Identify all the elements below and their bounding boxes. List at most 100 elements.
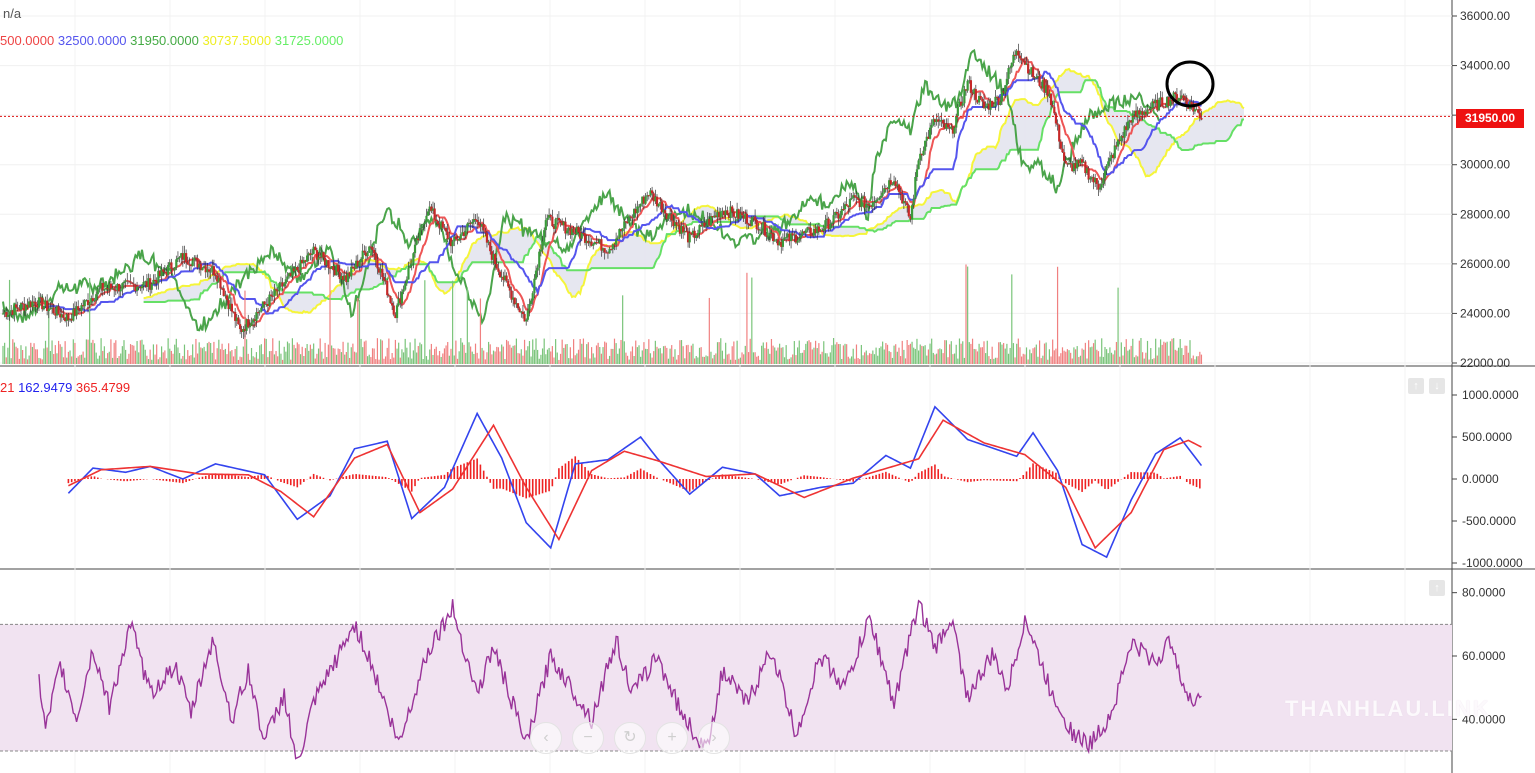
candle-body bbox=[1169, 99, 1172, 106]
candle-body bbox=[203, 266, 206, 269]
macd-histogram-bar bbox=[361, 474, 364, 479]
senkou-span-a-line bbox=[143, 67, 1245, 315]
macd-histogram-bar bbox=[1074, 479, 1077, 489]
volume-bar bbox=[700, 347, 702, 364]
volume-bar bbox=[474, 343, 477, 364]
pane-move-down-icon[interactable]: ↓ bbox=[1429, 378, 1445, 394]
rsi-pane-move-up-icon[interactable]: ↑ bbox=[1429, 580, 1445, 596]
candle-body bbox=[80, 305, 83, 312]
candle-body bbox=[328, 267, 332, 269]
candle-body bbox=[737, 209, 740, 219]
volume-bar bbox=[154, 354, 156, 364]
candle-body bbox=[1087, 168, 1090, 180]
volume-bar bbox=[1120, 342, 1122, 364]
volume-bar bbox=[1001, 344, 1003, 364]
candle-body bbox=[577, 226, 580, 233]
macd-histogram-bar bbox=[535, 479, 537, 496]
macd-histogram-bar bbox=[930, 466, 933, 479]
candle-body bbox=[1097, 183, 1100, 190]
candle-body bbox=[562, 221, 565, 226]
macd-histogram-bar bbox=[888, 473, 890, 479]
candle-body bbox=[850, 198, 853, 200]
candle-body bbox=[211, 266, 214, 272]
volume-bar bbox=[347, 342, 349, 364]
candle-body bbox=[474, 219, 477, 221]
volume-bar bbox=[754, 352, 756, 364]
volume-bar bbox=[859, 359, 861, 364]
macd-histogram-bar bbox=[276, 479, 279, 481]
candle-body bbox=[839, 215, 842, 219]
scroll-left-icon[interactable]: ‹ bbox=[530, 722, 562, 754]
candle-body bbox=[175, 259, 178, 268]
volume-bar bbox=[412, 350, 414, 364]
macd-histogram-bar bbox=[613, 477, 616, 479]
volume-bar bbox=[260, 344, 262, 364]
volume-bar bbox=[589, 358, 591, 364]
volume-bar bbox=[49, 351, 52, 364]
candle-body bbox=[819, 230, 822, 232]
candle-body bbox=[942, 120, 945, 124]
macd-histogram-bar bbox=[934, 464, 936, 479]
macd-histogram-bar bbox=[469, 461, 472, 479]
candle-body bbox=[781, 239, 784, 247]
reset-icon[interactable]: ↻ bbox=[614, 722, 646, 754]
volume-bar bbox=[612, 348, 614, 364]
zoom-in-icon[interactable]: + bbox=[656, 722, 688, 754]
candle-body bbox=[1045, 85, 1048, 93]
macd-histogram-bar bbox=[417, 479, 420, 481]
volume-bar bbox=[367, 356, 369, 364]
volume-bar bbox=[689, 352, 691, 364]
macd-histogram-bar bbox=[371, 475, 374, 479]
candle-body bbox=[1004, 85, 1007, 93]
volume-bar bbox=[363, 341, 365, 364]
macd-histogram-bar bbox=[545, 479, 547, 493]
watermark: THANHLAU.LINK bbox=[1285, 696, 1491, 721]
macd-histogram-bar bbox=[214, 473, 217, 479]
candle-body bbox=[878, 197, 881, 200]
macd-histogram-bar bbox=[783, 479, 786, 483]
candle-body bbox=[722, 210, 726, 216]
volume-bar bbox=[1187, 352, 1189, 364]
candle-body bbox=[498, 271, 502, 278]
candle-body bbox=[1035, 77, 1038, 79]
volume-bar bbox=[662, 346, 665, 364]
volume-bar bbox=[883, 349, 885, 364]
macd-histogram-bar bbox=[257, 475, 259, 479]
volume-bar bbox=[1107, 353, 1109, 364]
candle-body bbox=[315, 250, 319, 260]
volume-bar bbox=[365, 340, 367, 364]
symbol-label: n/a bbox=[3, 6, 22, 21]
macd-histogram-bar bbox=[777, 479, 779, 485]
macd-histogram-bar bbox=[374, 476, 377, 479]
candle-body bbox=[212, 266, 216, 276]
volume-bar bbox=[592, 353, 594, 364]
macd-histogram-bar bbox=[548, 479, 550, 492]
volume-bar bbox=[430, 343, 432, 364]
candle-body bbox=[536, 267, 539, 271]
zoom-out-icon[interactable]: − bbox=[572, 722, 604, 754]
candle-body bbox=[675, 222, 678, 225]
macd-histogram-bar bbox=[1117, 479, 1119, 482]
candle-body bbox=[494, 254, 497, 265]
candle-body bbox=[1094, 178, 1097, 183]
volume-bar bbox=[563, 347, 565, 364]
pane-move-up-icon[interactable]: ↑ bbox=[1408, 378, 1424, 394]
volume-bar bbox=[92, 339, 94, 364]
candle-body bbox=[98, 288, 101, 290]
volume-bar bbox=[746, 272, 748, 364]
candle-body bbox=[830, 222, 834, 225]
volume-bar bbox=[980, 347, 982, 364]
scroll-right-icon[interactable]: › bbox=[698, 722, 730, 754]
candle-body bbox=[150, 284, 153, 290]
candle-body bbox=[302, 260, 305, 264]
volume-bar bbox=[183, 344, 186, 364]
macd-histogram-bar bbox=[1081, 479, 1083, 492]
volume-bar bbox=[378, 359, 380, 364]
candle-body bbox=[1177, 98, 1180, 102]
macd-histogram-bar bbox=[924, 469, 926, 479]
candle-body bbox=[889, 180, 892, 185]
candle-body bbox=[713, 215, 716, 218]
volume-bar bbox=[666, 347, 668, 364]
volume-bar bbox=[335, 354, 338, 364]
